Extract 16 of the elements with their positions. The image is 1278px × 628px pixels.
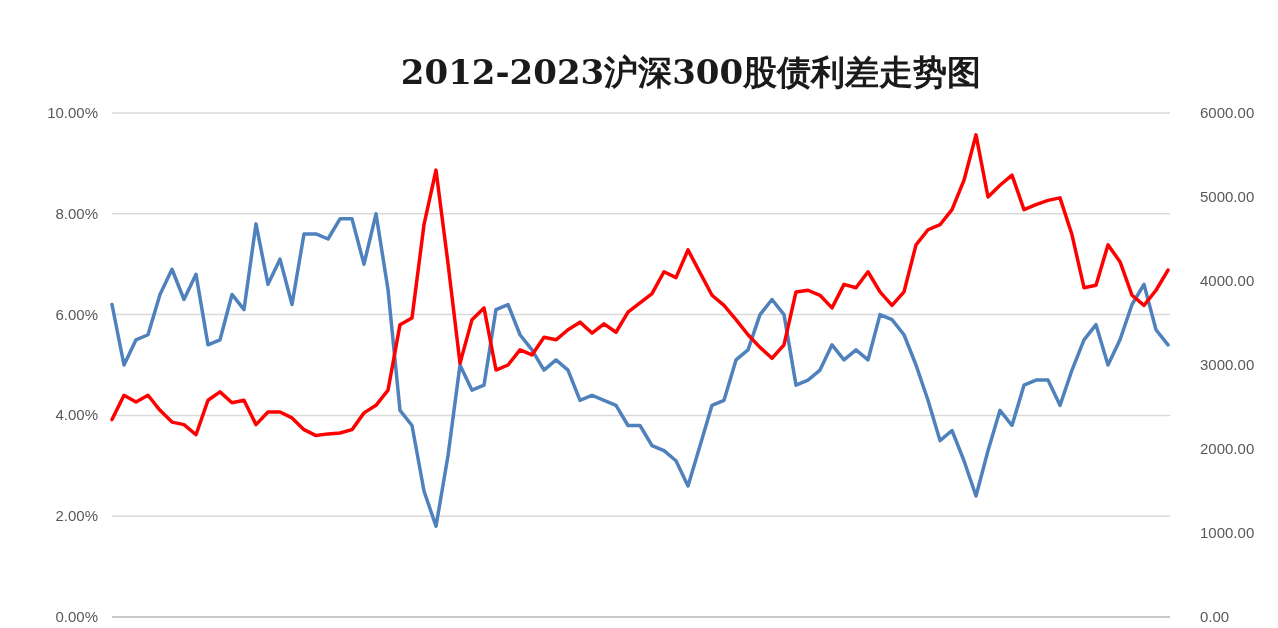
y-tick-label: 6.00%	[55, 305, 98, 323]
y2-tick-label: 0.00	[1200, 608, 1230, 625]
y2-tick-label: 1000.00	[1200, 524, 1255, 541]
y2-tick-label: 5000.00	[1200, 188, 1255, 205]
y-tick-label: 2.00%	[55, 507, 98, 525]
y2-tick-label: 6000.00	[1200, 104, 1255, 121]
line-series	[110, 133, 1170, 438]
y2-tick-label: 3000.00	[1200, 356, 1255, 373]
chart-title: 2012-2023沪深300股债利差走势图	[400, 52, 982, 92]
line-series	[110, 212, 1170, 529]
y2-tick-label: 4000.00	[1200, 272, 1255, 289]
y-tick-label: 10.00%	[47, 104, 98, 121]
y-tick-label: 8.00%	[55, 204, 98, 222]
y-tick-label: 4.00%	[55, 406, 98, 424]
y-tick-label: 0.00%	[55, 608, 98, 625]
y2-tick-label: 2000.00	[1200, 440, 1255, 457]
